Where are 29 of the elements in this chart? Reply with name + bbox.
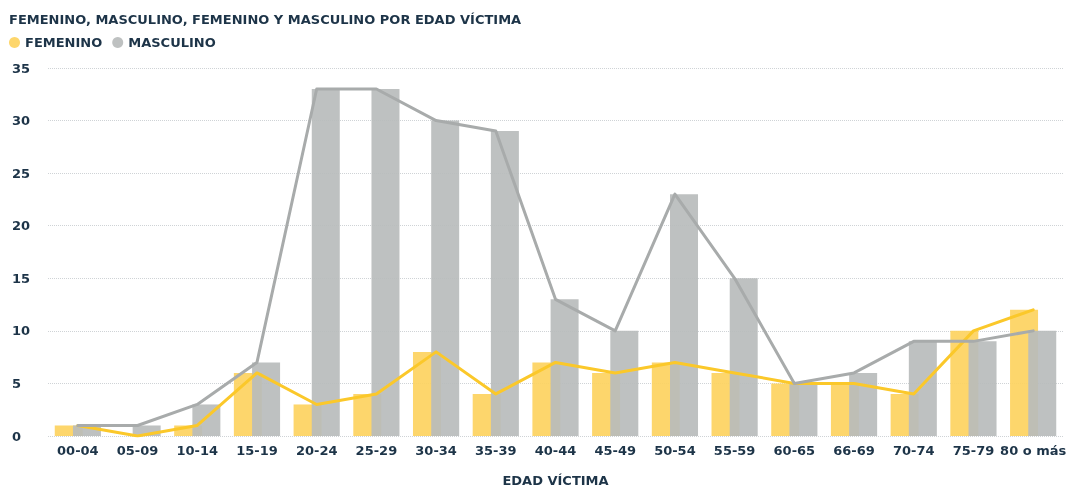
y-tick-label: 10	[12, 323, 31, 339]
legend-label: MASCULINO	[128, 35, 216, 50]
y-tick-label: 5	[12, 375, 22, 391]
x-tick-label: 00-04	[57, 443, 99, 458]
y-tick-label: 0	[12, 428, 22, 444]
x-tick-label: 40-44	[534, 443, 577, 458]
x-tick-label: 55-59	[713, 443, 756, 458]
x-tick-label: 80 o más	[1000, 443, 1067, 458]
chart-title: FEMENINO, MASCULINO, FEMENINO Y MASCULINO POR EDAD VÍCTIMA	[9, 12, 522, 27]
x-tick-label: 70-74	[892, 443, 935, 458]
y-tick-label: 30	[12, 113, 31, 129]
x-axis-title: EDAD VÍCTIMA	[502, 473, 609, 488]
x-tick-label: 10-14	[176, 443, 219, 458]
legend-label: FEMENINO	[25, 35, 103, 50]
x-tick-label: 05-09	[116, 443, 159, 458]
y-tick-label: 35	[12, 60, 31, 76]
x-tick-label: 66-69	[833, 443, 875, 458]
x-tick-label: 75-79	[952, 443, 995, 458]
x-tick-label: 60-65	[773, 443, 816, 458]
x-tick-label: 30-34	[415, 443, 457, 458]
y-tick-label: 20	[12, 218, 31, 234]
x-tick-label: 35-39	[475, 443, 517, 458]
x-tick-label: 50-54	[654, 443, 696, 458]
y-tick-label: 25	[12, 165, 31, 181]
x-tick-label: 15-19	[236, 443, 278, 458]
y-tick-label: 15	[12, 270, 31, 286]
x-tick-label: 20-24	[295, 443, 338, 458]
x-tick-label: 45-49	[594, 443, 636, 458]
x-tick-label: 25-29	[355, 443, 398, 458]
